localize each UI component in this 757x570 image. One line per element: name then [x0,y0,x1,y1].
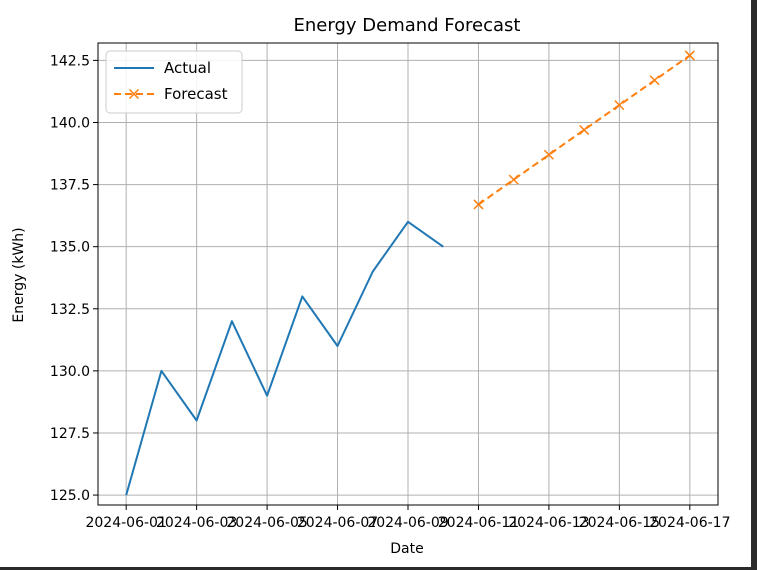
data-point-forecast [614,100,625,111]
legend-label-forecast: Forecast [164,85,228,103]
legend: Actual Forecast [105,50,243,114]
data-point-forecast [579,124,590,135]
y-tick-label: 132.5 [50,302,90,318]
data-point-forecast [684,50,695,61]
window-edge-right [751,0,757,570]
x-tick-label: 2024-06-09 [367,515,448,531]
x-marker-stroke [579,124,590,135]
x-tick-label: 2024-06-13 [508,515,589,531]
data-point-forecast [473,199,484,210]
x-marker-stroke [473,199,484,210]
data-point-forecast [508,174,519,185]
legend-marker [128,88,140,100]
legend-label-actual: Actual [164,59,211,77]
tick-layer: 2024-06-012024-06-032024-06-052024-06-07… [50,53,731,531]
data-point-forecast [649,75,660,86]
data-point-forecast [543,149,554,160]
x-tick-label: 2024-06-15 [579,515,660,531]
x-tick-label: 2024-06-01 [85,515,166,531]
legend-box [105,50,243,114]
series-layer [125,50,695,496]
y-tick-label: 142.5 [50,53,90,69]
x-tick-label: 2024-06-07 [297,515,378,531]
x-tick-label: 2024-06-11 [438,515,519,531]
x-marker-stroke [508,174,519,185]
x-axis-label: Date [390,541,423,557]
x-marker-stroke [684,50,695,61]
y-tick-label: 130.0 [50,364,90,380]
x-marker-stroke [614,100,625,111]
y-tick-label: 135.0 [50,240,90,256]
window-edge-bottom [0,567,757,570]
x-marker-stroke [649,75,660,86]
grid-layer [98,43,718,505]
y-tick-label: 140.0 [50,115,90,131]
x-tick-label: 2024-06-17 [649,515,730,531]
y-tick-label: 127.5 [50,426,90,442]
x-marker-stroke [543,149,554,160]
x-tick-label: 2024-06-03 [156,515,237,531]
x-tick-label: 2024-06-05 [226,515,307,531]
y-tick-label: 125.0 [50,488,90,504]
y-tick-label: 137.5 [50,178,90,194]
series-line-actual [125,220,444,496]
y-axis-label: Energy (kWh) [11,227,27,322]
chart-title: Energy Demand Forecast [294,15,521,36]
